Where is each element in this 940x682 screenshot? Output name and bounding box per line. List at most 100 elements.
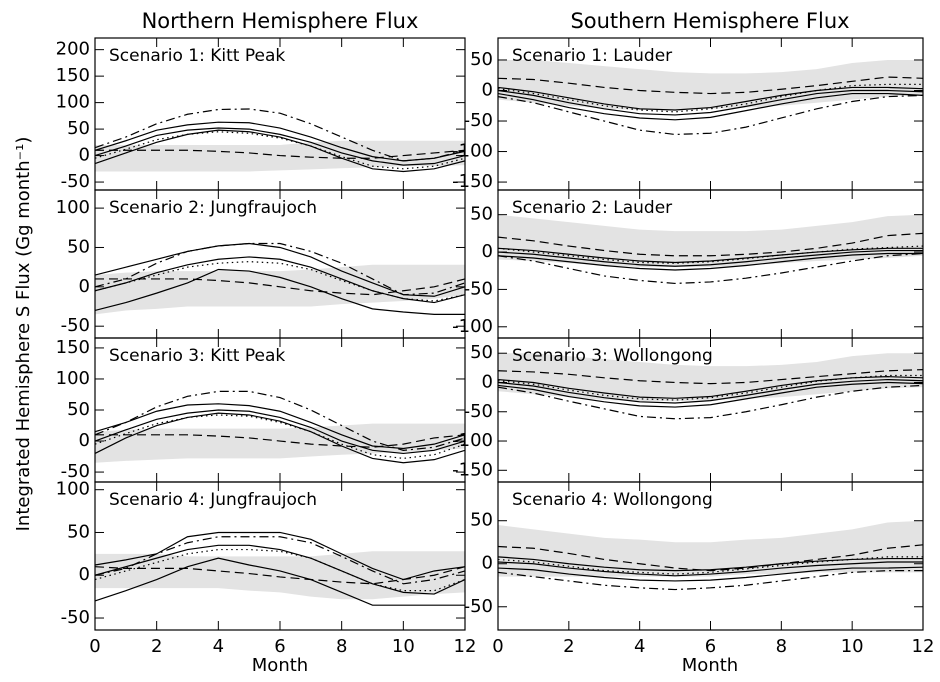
y-axis-label: Integrated Hemisphere S Flux (Gg month⁻¹…	[13, 137, 34, 532]
series-line	[94, 544, 466, 595]
x-tick-label: 12	[912, 636, 935, 657]
y-tick-label: 0	[79, 145, 90, 166]
panel-title: Scenario 3: Kitt Peak	[109, 346, 285, 366]
series-line	[497, 92, 924, 121]
series-line	[497, 566, 924, 582]
y-tick-label: -150	[452, 171, 493, 192]
series-line	[497, 94, 924, 136]
series-line	[497, 544, 924, 572]
panel-title: Scenario 4: Jungfraujoch	[109, 490, 317, 510]
y-tick-label: 0	[79, 564, 90, 585]
y-tick-label: -50	[464, 401, 493, 422]
series-line	[497, 249, 923, 267]
panel-title: Scenario 3: Wollongong	[512, 346, 713, 366]
y-tick-label: 0	[482, 79, 493, 100]
y-tick-label: -50	[61, 461, 90, 482]
x-tick-label: 8	[776, 636, 787, 657]
series-line	[94, 129, 466, 173]
y-tick-label: 0	[79, 430, 90, 451]
series-line	[497, 252, 923, 271]
series-line	[497, 376, 924, 399]
y-tick-label: -50	[464, 110, 493, 131]
y-tick-label: 50	[67, 236, 90, 257]
series-line	[497, 89, 924, 116]
y-tick-label: 100	[56, 197, 90, 218]
y-tick-label: 0	[482, 553, 493, 574]
uncertainty-band	[95, 264, 465, 315]
series-line	[94, 268, 465, 315]
series-line	[94, 131, 466, 170]
series-line	[94, 403, 466, 450]
series-line	[497, 86, 924, 111]
series-line	[95, 434, 466, 448]
y-tick-label: -100	[452, 430, 493, 451]
x-tick-label: 4	[213, 636, 224, 657]
panel-title: Scenario 2: Jungfraujoch	[109, 198, 317, 218]
y-tick-label: 100	[56, 479, 90, 500]
column-title: Southern Hemisphere Flux	[570, 9, 849, 33]
series-line	[497, 384, 924, 420]
series-line	[497, 556, 923, 575]
column-title: Northern Hemisphere Flux	[142, 9, 419, 33]
y-tick-label: 200	[56, 39, 90, 60]
uncertainty-band	[498, 520, 923, 577]
y-tick-label: 50	[67, 118, 90, 139]
series-line	[497, 369, 924, 385]
x-tick-label: 4	[634, 636, 645, 657]
y-tick-label: 150	[56, 337, 90, 358]
y-tick-label: 50	[470, 510, 493, 531]
series-line	[497, 374, 923, 401]
series-line	[497, 252, 924, 285]
panel-title: Scenario 2: Lauder	[512, 198, 672, 218]
y-tick-label: -50	[61, 607, 90, 628]
y-tick-label: 100	[56, 92, 90, 113]
series-line	[497, 76, 924, 95]
series-line	[95, 278, 466, 296]
x-tick-label: 8	[336, 636, 347, 657]
y-tick-label: 0	[482, 371, 493, 392]
series-line	[94, 256, 466, 304]
y-tick-label: -100	[452, 316, 493, 337]
series-line	[497, 561, 923, 577]
y-tick-label: 0	[79, 276, 90, 297]
series-line	[94, 127, 466, 166]
panel-title: Scenario 1: Lauder	[512, 46, 672, 66]
series-line	[497, 247, 923, 264]
x-tick-label: 0	[492, 636, 503, 657]
x-tick-label: 6	[705, 636, 716, 657]
series-line	[94, 121, 466, 162]
y-tick-label: -50	[464, 596, 493, 617]
x-tick-label: 2	[151, 636, 162, 657]
y-tick-label: 0	[482, 241, 493, 262]
y-tick-label: -50	[464, 278, 493, 299]
x-tick-label: 6	[274, 636, 285, 657]
series-line	[497, 245, 924, 264]
x-axis-label: Month	[252, 655, 308, 676]
y-tick-label: 50	[470, 342, 493, 363]
uncertainty-band	[95, 551, 465, 600]
y-tick-label: -150	[452, 459, 493, 480]
series-line	[94, 409, 466, 455]
series-line	[497, 570, 923, 591]
uncertainty-band	[498, 353, 923, 402]
panel-title: Scenario 4: Wollongong	[512, 490, 713, 510]
y-tick-label: 50	[470, 49, 493, 70]
series-line	[94, 390, 466, 451]
y-tick-label: 50	[67, 521, 90, 542]
y-tick-label: -50	[61, 315, 90, 336]
y-tick-label: -50	[61, 171, 90, 192]
uncertainty-band	[95, 423, 465, 463]
series-line	[497, 232, 924, 257]
x-tick-label: 2	[563, 636, 574, 657]
series-line	[95, 149, 466, 159]
series-line	[94, 557, 465, 606]
x-axis-label: Month	[682, 655, 738, 676]
series-line	[94, 531, 466, 581]
series-line	[497, 381, 924, 408]
series-line	[497, 378, 924, 404]
y-tick-label: 100	[56, 368, 90, 389]
series-line	[94, 242, 466, 297]
y-tick-label: 50	[67, 399, 90, 420]
panel-title: Scenario 1: Kitt Peak	[109, 46, 285, 66]
